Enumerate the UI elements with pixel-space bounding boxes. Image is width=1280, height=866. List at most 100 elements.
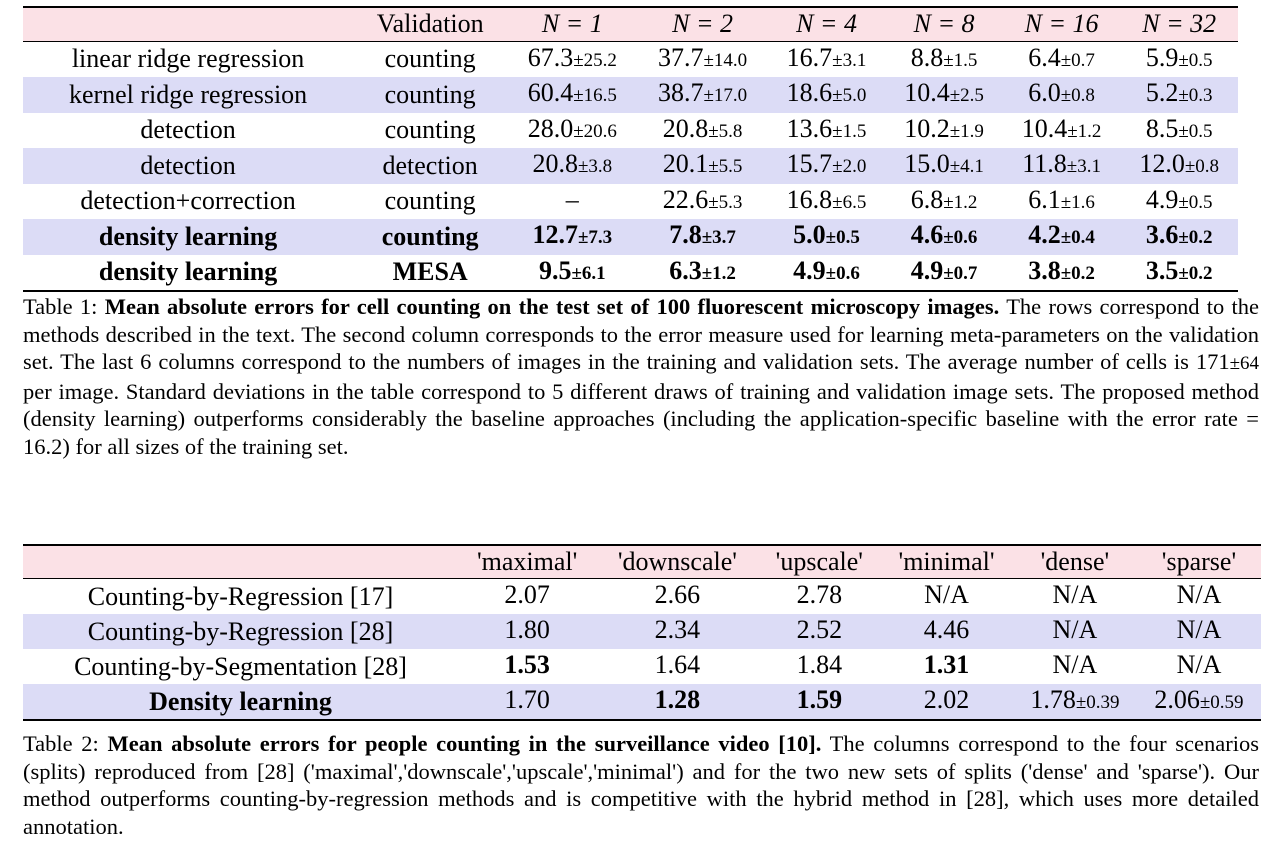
validation-measure: detection	[382, 150, 478, 180]
error-sd: ±2.5	[949, 85, 984, 106]
table1-caption-text-b: per image. Standard deviations in the ta…	[23, 378, 1259, 459]
error-cell: 5.2±0.3	[1120, 77, 1238, 113]
table1-caption-label: Table 1:	[23, 294, 98, 319]
error-cell: 2.34	[596, 614, 758, 649]
table2-header-cell: 'sparse'	[1161, 547, 1237, 576]
cells-sd: ±64	[1229, 353, 1259, 375]
method-name: density learning	[98, 257, 278, 286]
error-cell: 12.0±0.8	[1120, 148, 1238, 184]
error-cell: 20.1±5.5	[637, 148, 767, 184]
error-value: 6.4	[1028, 42, 1061, 72]
table2-caption: Table 2: Mean absolute errors for people…	[23, 730, 1259, 840]
error-cell: 22.6±5.3	[637, 184, 767, 220]
validation-measure: counting	[384, 44, 476, 73]
table1-row: kernel ridge regression counting 60.4±16.5…	[23, 77, 1238, 113]
error-value: 5.9	[1145, 42, 1179, 72]
error-value: 67.3	[527, 42, 574, 72]
error-value: 10.2	[904, 113, 950, 143]
table1-header-cell	[23, 7, 353, 41]
error-value: 38.7	[657, 78, 704, 107]
error-value: 1.80	[504, 615, 550, 644]
table2-header-cell: 'dense'	[1040, 547, 1110, 576]
table2-header-cell: 'upscale'	[775, 547, 863, 576]
error-value: 11.8	[1022, 149, 1067, 178]
error-cell: 60.4±16.5	[507, 77, 637, 113]
error-cell: 10.2±1.9	[885, 113, 1003, 149]
error-value: 22.6	[662, 184, 709, 214]
error-cell: 20.8±5.8	[637, 113, 767, 149]
error-cell: 1.28	[596, 684, 758, 720]
table2-header-cell: 'maximal'	[476, 547, 578, 576]
error-value: 6.1	[1028, 184, 1061, 214]
error-cell: 8.8±1.5	[885, 41, 1003, 77]
error-value: 2.07	[504, 580, 550, 609]
table1-header-cell: N = 8	[913, 9, 975, 38]
error-sd: ±0.5	[825, 227, 860, 248]
error-value: 13.6	[786, 113, 833, 143]
error-cell: 4.9±0.6	[768, 255, 886, 292]
error-sd: ±0.5	[1178, 120, 1213, 142]
error-value: 1.53	[504, 650, 550, 679]
error-value: 1.28	[654, 685, 701, 714]
error-value: 2.34	[654, 615, 701, 644]
error-value: 10.4	[1021, 113, 1068, 143]
table1-row: density learning MESA 9.5±6.1 6.3±1.2 4.9±0.…	[23, 255, 1238, 292]
error-sd: ±1.2	[701, 262, 736, 284]
error-cell: N/A	[1137, 649, 1261, 684]
error-cell: 7.8±3.7	[637, 219, 767, 255]
validation-measure: counting	[384, 115, 476, 144]
error-value: –	[565, 184, 579, 214]
error-value: 4.9	[1145, 184, 1179, 214]
validation-measure: MESA	[392, 257, 468, 286]
method-name: Density learning	[149, 686, 332, 716]
error-value: 2.06	[1154, 685, 1200, 714]
table1-row: detection+correction counting –22.6±5.3 16.…	[23, 184, 1238, 220]
error-cell: 9.5±6.1	[507, 255, 637, 292]
error-sd: ±6.1	[571, 262, 606, 284]
error-sd: ±0.8	[1060, 85, 1095, 106]
table1-caption-title: Mean absolute errors for cell counting o…	[104, 294, 1000, 319]
error-value: 9.5	[538, 255, 572, 285]
error-value: 2.78	[796, 580, 843, 609]
error-cell: 38.7±17.0	[637, 77, 767, 113]
error-cell: 15.0±4.1	[885, 148, 1003, 184]
error-cell: N/A	[880, 579, 1013, 615]
error-cell: 2.07	[458, 579, 596, 615]
error-sd: ±17.0	[703, 85, 748, 106]
error-sd: ±0.2	[1178, 262, 1213, 284]
error-value: 8.8	[910, 42, 944, 72]
error-cell: N/A	[1137, 579, 1261, 615]
table1-caption: Table 1: Mean absolute errors for cell c…	[23, 293, 1259, 461]
error-cell: N/A	[1013, 614, 1137, 649]
error-sd: ±0.2	[1178, 227, 1213, 248]
method-name: Counting-by-Regression [17]	[87, 581, 394, 611]
table2-header-cell: 'minimal'	[898, 547, 995, 576]
table1-header-cell: N = 2	[672, 9, 734, 38]
error-value: 7.8	[669, 220, 702, 249]
error-value: 4.9	[910, 255, 944, 285]
table1-header-cell: N = 1	[541, 9, 603, 38]
error-value: 15.0	[904, 149, 950, 178]
error-value: N/A	[1176, 580, 1222, 609]
error-cell: 6.0±0.8	[1003, 77, 1121, 113]
error-sd: ±0.2	[1060, 262, 1095, 284]
cells-mean: 171	[1195, 349, 1230, 375]
error-sd: ±6.5	[832, 191, 867, 213]
error-value: 60.4	[527, 78, 574, 107]
error-cell: 3.6±0.2	[1120, 219, 1238, 255]
table2-header-cell	[23, 545, 458, 579]
table1-header-cell: N = 4	[796, 9, 857, 38]
error-cell: 1.59	[758, 684, 880, 720]
error-value: 5.2	[1145, 78, 1179, 107]
error-value: 1.59	[796, 685, 843, 714]
error-sd: ±5.5	[708, 156, 743, 177]
error-cell: 3.5±0.2	[1120, 255, 1238, 292]
error-value: 1.31	[923, 650, 970, 679]
table2-row: Counting-by-Segmentation [28] 1.53 1.64 1.8…	[23, 649, 1261, 684]
method-name: density learning	[98, 221, 278, 251]
error-value: 5.0	[793, 220, 826, 249]
table2-caption-title: Mean absolute errors for people counting…	[107, 731, 822, 756]
error-cell: 1.78±0.39	[1013, 684, 1137, 720]
error-sd: ±3.7	[701, 227, 736, 248]
error-value: N/A	[1176, 615, 1222, 644]
